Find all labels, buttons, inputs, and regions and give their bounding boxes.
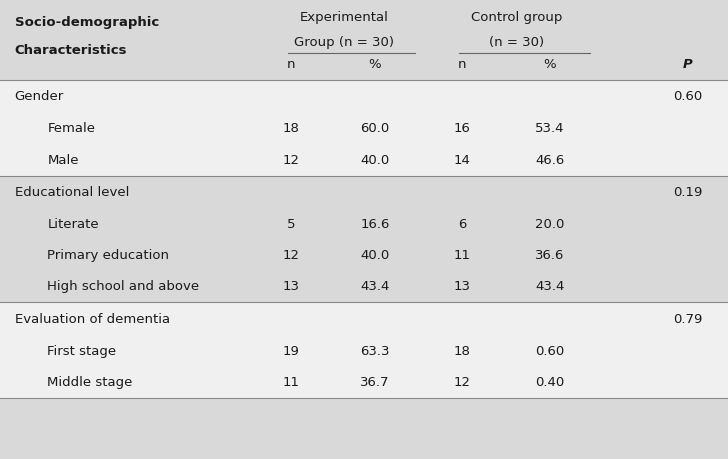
Text: 18: 18 [282,123,300,135]
Text: n: n [458,58,467,71]
Text: n: n [287,58,296,71]
Text: 19: 19 [282,345,300,358]
Text: 6: 6 [458,218,467,231]
Bar [0,0,728,80]
Text: 53.4: 53.4 [535,123,564,135]
Text: High school and above: High school and above [47,280,199,293]
Bar [0,80,728,176]
Text: 12: 12 [282,249,300,262]
Text: 14: 14 [454,154,471,167]
Text: 40.0: 40.0 [360,249,389,262]
Text: 40.0: 40.0 [360,154,389,167]
Text: 0.79: 0.79 [673,313,703,325]
Bar [0,176,728,302]
Text: First stage: First stage [47,345,116,358]
Text: 11: 11 [282,376,300,389]
Text: Socio-demographic: Socio-demographic [15,17,159,29]
Text: Control group: Control group [471,11,563,24]
Text: Group (n = 30): Group (n = 30) [294,36,394,49]
Text: 16: 16 [454,123,471,135]
Text: 5: 5 [287,218,296,231]
Text: %: % [368,58,381,71]
Text: Literate: Literate [47,218,99,231]
Text: Middle stage: Middle stage [47,376,132,389]
Text: 11: 11 [454,249,471,262]
Text: 0.60: 0.60 [535,345,564,358]
Bar [0,302,728,398]
Text: 16.6: 16.6 [360,218,389,231]
Text: Educational level: Educational level [15,186,129,199]
Text: 13: 13 [282,280,300,293]
Text: Evaluation of dementia: Evaluation of dementia [15,313,170,325]
Text: P: P [683,58,693,71]
Text: 13: 13 [454,280,471,293]
Text: Primary education: Primary education [47,249,170,262]
Text: Experimental: Experimental [299,11,389,24]
Text: 36.6: 36.6 [535,249,564,262]
Text: Characteristics: Characteristics [15,44,127,57]
Text: 60.0: 60.0 [360,123,389,135]
Text: 46.6: 46.6 [535,154,564,167]
Text: 63.3: 63.3 [360,345,389,358]
Text: Female: Female [47,123,95,135]
Text: 12: 12 [282,154,300,167]
Text: 0.19: 0.19 [673,186,703,199]
Text: 0.60: 0.60 [673,90,703,103]
Text: Gender: Gender [15,90,64,103]
Text: (n = 30): (n = 30) [489,36,545,49]
Text: 43.4: 43.4 [535,280,564,293]
Text: %: % [543,58,556,71]
Text: 0.40: 0.40 [535,376,564,389]
Text: 18: 18 [454,345,471,358]
Text: 20.0: 20.0 [535,218,564,231]
Text: 12: 12 [454,376,471,389]
Text: Male: Male [47,154,79,167]
Text: 43.4: 43.4 [360,280,389,293]
Text: 36.7: 36.7 [360,376,389,389]
